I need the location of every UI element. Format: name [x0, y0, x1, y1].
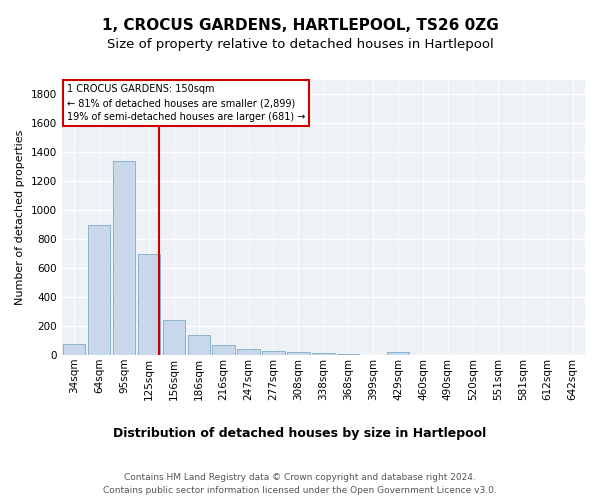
Bar: [262, 352, 285, 355]
Bar: [88, 225, 110, 355]
Bar: [63, 344, 85, 355]
Text: Contains HM Land Registry data © Crown copyright and database right 2024.: Contains HM Land Registry data © Crown c…: [124, 472, 476, 482]
Bar: [238, 348, 260, 355]
Bar: [188, 335, 210, 355]
Bar: [163, 320, 185, 355]
Bar: [137, 254, 160, 355]
Bar: [337, 354, 359, 355]
Text: Contains public sector information licensed under the Open Government Licence v3: Contains public sector information licen…: [103, 486, 497, 495]
Text: Distribution of detached houses by size in Hartlepool: Distribution of detached houses by size …: [113, 428, 487, 440]
Text: 1 CROCUS GARDENS: 150sqm
← 81% of detached houses are smaller (2,899)
19% of sem: 1 CROCUS GARDENS: 150sqm ← 81% of detach…: [67, 84, 305, 122]
Bar: [113, 161, 135, 355]
Bar: [387, 352, 409, 355]
Bar: [212, 345, 235, 355]
Bar: [312, 353, 335, 355]
Text: Size of property relative to detached houses in Hartlepool: Size of property relative to detached ho…: [107, 38, 493, 51]
Y-axis label: Number of detached properties: Number of detached properties: [15, 130, 25, 305]
Text: 1, CROCUS GARDENS, HARTLEPOOL, TS26 0ZG: 1, CROCUS GARDENS, HARTLEPOOL, TS26 0ZG: [101, 18, 499, 32]
Bar: [287, 352, 310, 355]
